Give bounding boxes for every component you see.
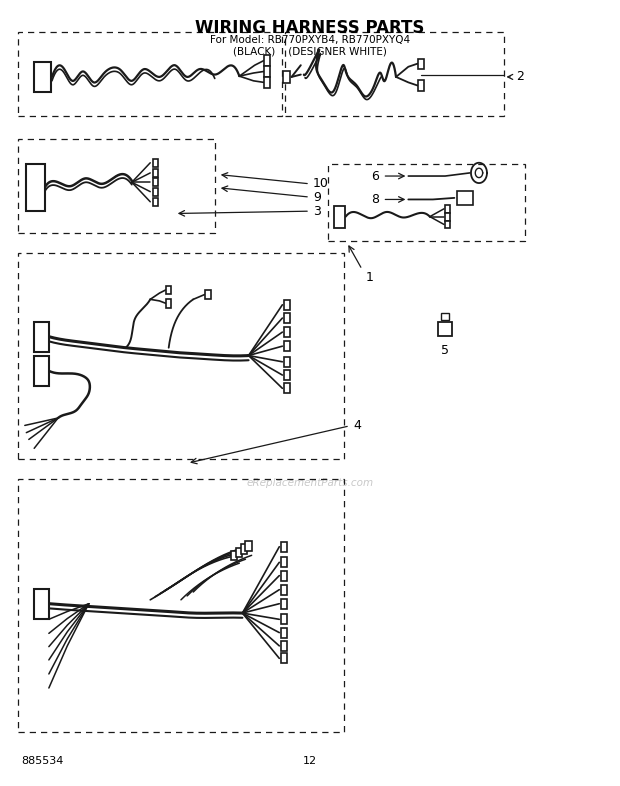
Bar (153, 159, 157, 167)
Text: 6: 6 (371, 170, 379, 182)
Bar (236, 548, 242, 557)
Bar (445, 205, 450, 213)
Bar (285, 31, 503, 116)
Bar (241, 545, 247, 554)
Bar (33, 356, 50, 386)
Bar (153, 178, 157, 186)
Bar (445, 221, 450, 228)
Bar (153, 188, 157, 196)
Bar (417, 80, 423, 90)
Bar (283, 327, 290, 337)
Text: (BLACK)    (DESIGNER WHITE): (BLACK) (DESIGNER WHITE) (233, 46, 387, 56)
Bar (334, 206, 345, 227)
Text: 3: 3 (313, 204, 321, 218)
Bar (457, 191, 472, 205)
Bar (34, 62, 51, 92)
Bar (280, 641, 286, 651)
Bar (280, 542, 286, 552)
Bar (18, 31, 282, 116)
Bar (438, 322, 452, 336)
Bar (283, 299, 290, 310)
Bar (329, 164, 525, 241)
Bar (283, 384, 290, 393)
Bar (166, 285, 172, 294)
Bar (283, 370, 290, 380)
Bar (445, 213, 450, 221)
Text: 5: 5 (441, 343, 449, 357)
Text: 10: 10 (313, 178, 329, 190)
Bar (283, 357, 290, 367)
Text: WIRING HARNESS PARTS: WIRING HARNESS PARTS (195, 19, 425, 37)
Text: 1: 1 (365, 271, 373, 285)
Bar (153, 198, 157, 206)
Bar (280, 627, 286, 637)
Bar (280, 599, 286, 609)
Bar (166, 299, 172, 307)
Bar (441, 313, 450, 321)
Bar (280, 585, 286, 595)
Text: 4: 4 (353, 419, 361, 432)
Bar (283, 313, 290, 323)
Bar (280, 653, 286, 663)
Bar (246, 542, 252, 551)
Text: 9: 9 (313, 191, 321, 204)
Text: 8: 8 (371, 193, 379, 206)
Bar (280, 571, 286, 581)
Text: eReplacementParts.com: eReplacementParts.com (246, 478, 374, 488)
Bar (153, 169, 157, 177)
Text: For Model: RB770PXYB4, RB770PXYQ4: For Model: RB770PXYB4, RB770PXYQ4 (210, 35, 410, 46)
Bar (231, 551, 237, 560)
Bar (33, 322, 50, 351)
Bar (18, 479, 344, 733)
Bar (26, 164, 45, 211)
Bar (18, 252, 344, 459)
Bar (264, 55, 270, 66)
Bar (18, 139, 215, 233)
Bar (283, 71, 290, 83)
Bar (280, 614, 286, 624)
Bar (283, 341, 290, 351)
Bar (264, 77, 270, 88)
Text: 2: 2 (508, 71, 524, 83)
Bar (417, 59, 423, 68)
Bar (264, 66, 270, 77)
Text: 885534: 885534 (21, 756, 64, 766)
Bar (205, 290, 211, 299)
Text: 12: 12 (303, 756, 317, 766)
Bar (33, 589, 50, 619)
Bar (280, 557, 286, 567)
